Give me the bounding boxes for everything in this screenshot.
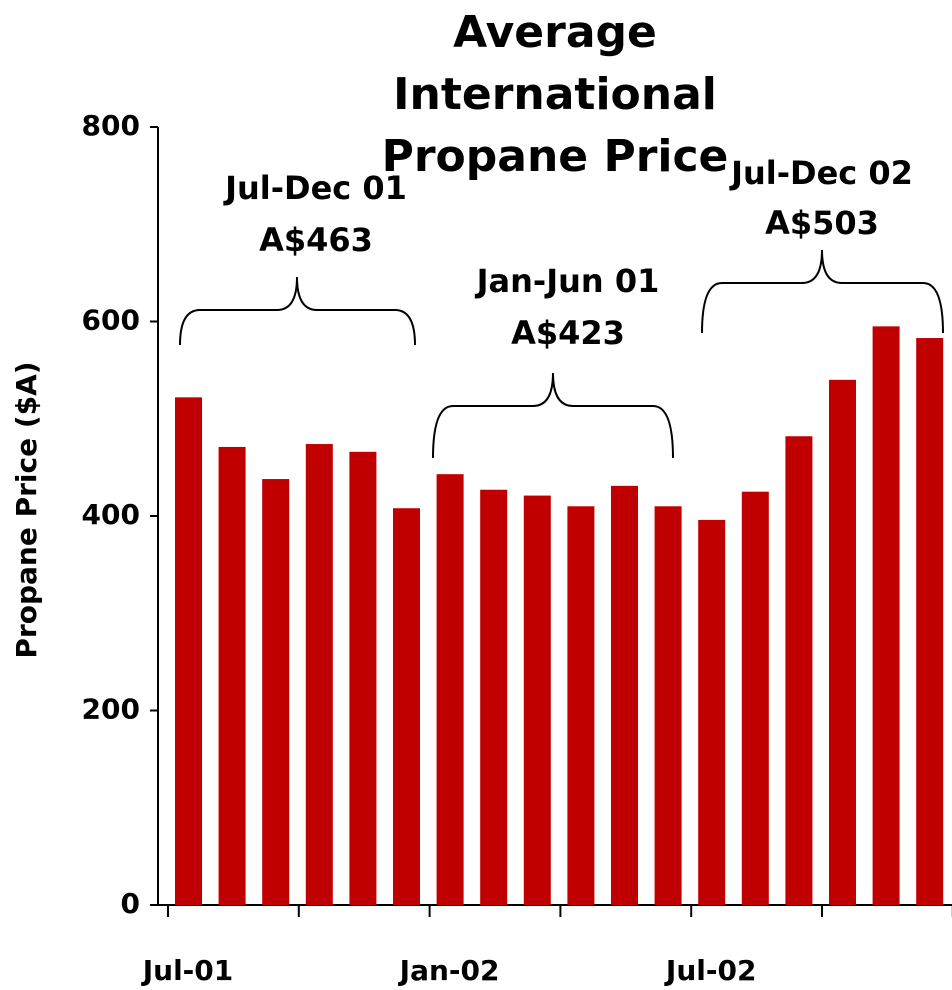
- bar: [262, 479, 290, 905]
- annotation-period: Jul-Dec 01: [223, 169, 407, 207]
- bar: [698, 519, 726, 905]
- y-tick-label: 200: [82, 693, 140, 726]
- bar: [654, 506, 682, 905]
- chart-title: Average International Propane Price: [381, 7, 729, 182]
- annotation-average: A$463: [259, 221, 373, 259]
- y-tick-label: 600: [82, 304, 140, 337]
- annotation-brace: [701, 249, 944, 334]
- bar: [480, 489, 508, 905]
- y-tick-label: 400: [82, 498, 140, 531]
- bar: [916, 338, 944, 906]
- bar: [829, 379, 856, 906]
- annotation-average: A$503: [765, 204, 879, 242]
- y-axis-label: Propane Price ($A): [10, 361, 43, 658]
- y-tick-label: 800: [82, 109, 140, 142]
- x-tick-label: Jul-01: [141, 954, 234, 987]
- annotation-average: A$423: [511, 314, 625, 352]
- bar: [785, 436, 813, 905]
- bar: [567, 506, 595, 905]
- bar: [305, 444, 333, 905]
- y-tick-label: 0: [121, 887, 140, 920]
- annotation-period: Jul-Dec 02: [729, 154, 913, 192]
- bar: [349, 451, 377, 905]
- bar: [872, 326, 900, 905]
- annotation-brace: [179, 276, 416, 346]
- bar: [523, 495, 551, 905]
- bar: [741, 491, 769, 905]
- bar: [611, 485, 638, 905]
- bar: [175, 397, 202, 905]
- x-tick-label: Jul-02: [664, 954, 757, 987]
- bar: [393, 508, 420, 905]
- annotation-period: Jan-Jun 01: [475, 262, 660, 300]
- annotation-brace: [432, 372, 674, 459]
- x-tick-label: Jan-02: [398, 954, 500, 987]
- bar: [436, 474, 464, 905]
- bar: [218, 446, 246, 905]
